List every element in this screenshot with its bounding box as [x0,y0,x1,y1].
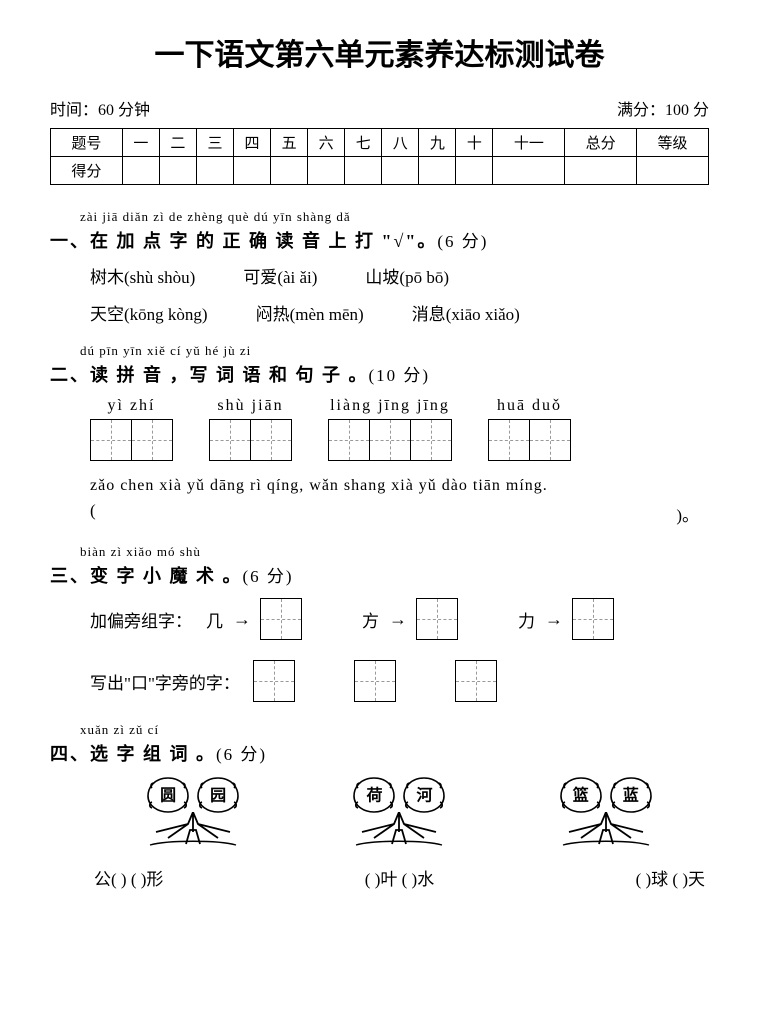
sentence-pinyin: zǎo chen xià yǔ dāng rì qíng, wǎn shang … [90,477,709,495]
tian-box[interactable] [253,660,295,702]
row-label: 题号 [51,129,123,157]
section-pinyin: zài jiā diǎn zì de zhèng què dú yīn shàn… [80,209,709,225]
row-label: 得分 [51,157,123,185]
q1-row: 树木(shù shòu) 可爱(ài ǎi) 山坡(pō bō) [90,263,709,288]
leaf-icon: 园 [196,776,240,814]
pinyin-boxes-row: yì zhí shù jiān liàng jīng jīng huā duǒ [90,397,709,461]
section-3: biàn zì xiǎo mó shù 三、变 字 小 魔 术 。(6 分) 加… [50,544,709,702]
section-title: 三、变 字 小 魔 术 。(6 分) [50,562,709,588]
leaf-char: 河 [416,782,432,806]
trunk-icon [148,812,238,851]
section-pinyin: dú pīn yīn xiě cí yǔ hé jù zi [80,343,709,359]
arrow-icon: → [389,609,407,630]
section-2: dú pīn yīn xiě cí yǔ hé jù zi 二、读 拼 音 ，写… [50,343,709,526]
section-4: xuǎn zì zǔ cí 四、选 字 组 词 。(6 分) 圆园荷河篮蓝 公(… [50,722,709,890]
tian-box[interactable] [455,660,497,702]
pinyin-group: huā duǒ [488,397,571,461]
trunk-icon [561,812,651,851]
answer-paren[interactable]: ()。 [90,501,709,526]
tian-box[interactable] [260,598,302,640]
tian-box[interactable] [410,419,452,461]
q1-row: 天空(kōng kòng) 闷热(mèn mēn) 消息(xiāo xiǎo) [90,300,709,325]
tian-box[interactable] [416,598,458,640]
pinyin-group: liàng jīng jīng [328,397,452,461]
section-title: 四、选 字 组 词 。(6 分) [50,740,709,766]
trunk-icon [354,812,444,851]
arrow-icon: → [545,609,563,630]
tian-box[interactable] [328,419,370,461]
tree-icon: 篮蓝 [531,776,681,851]
group-pinyin: liàng jīng jīng [330,397,450,415]
info-row: 时间：60 分钟 满分：100 分 [50,96,709,120]
leaf-char: 篮 [573,782,589,806]
tree-icon: 荷河 [324,776,474,851]
trees-row: 圆园荷河篮蓝 [90,776,709,851]
leaf-icon: 蓝 [609,776,653,814]
section-pinyin: xuǎn zì zǔ cí [80,722,709,738]
leaf-char: 蓝 [623,782,639,806]
group-pinyin: huā duǒ [497,397,562,415]
score-table: 题号 一 二 三 四 五 六 七 八 九 十 十一 总分 等级 得分 [50,128,709,185]
tian-box[interactable] [250,419,292,461]
leaf-icon: 荷 [352,776,396,814]
leaf-icon: 圆 [146,776,190,814]
group-pinyin: shù jiān [217,397,283,415]
tian-box[interactable] [354,660,396,702]
pinyin-group: shù jiān [209,397,292,461]
page-title: 一下语文第六单元素养达标测试卷 [50,30,709,74]
tian-box[interactable] [90,419,132,461]
tian-box[interactable] [529,419,571,461]
section-title: 二、读 拼 音 ，写 词 语 和 句 子 。(10 分) [50,361,709,387]
q3-line2: 写出"口"字旁的字： [90,660,709,702]
leaf-char: 圆 [160,782,176,806]
fill-row[interactable]: 公( ) ( )形 ( )叶 ( )水 ( )球 ( )天 [90,865,709,890]
tian-box[interactable] [131,419,173,461]
group-pinyin: yì zhí [108,397,156,415]
leaf-char: 园 [210,782,226,806]
full-score-label: 满分：100 分 [617,96,709,120]
tian-box[interactable] [369,419,411,461]
tian-box[interactable] [488,419,530,461]
section-title: 一、在 加 点 字 的 正 确 读 音 上 打 "√"。(6 分) [50,227,709,253]
tian-box[interactable] [572,598,614,640]
time-label: 时间：60 分钟 [50,96,150,120]
q3-line1: 加偏旁组字： 几→ 方→ 力→ [90,598,709,640]
leaf-icon: 篮 [559,776,603,814]
section-1: zài jiā diǎn zì de zhèng què dú yīn shàn… [50,209,709,325]
leaf-icon: 河 [402,776,446,814]
section-pinyin: biàn zì xiǎo mó shù [80,544,709,560]
pinyin-group: yì zhí [90,397,173,461]
leaf-char: 荷 [366,782,382,806]
arrow-icon: → [233,609,251,630]
tree-icon: 圆园 [118,776,268,851]
tian-box[interactable] [209,419,251,461]
